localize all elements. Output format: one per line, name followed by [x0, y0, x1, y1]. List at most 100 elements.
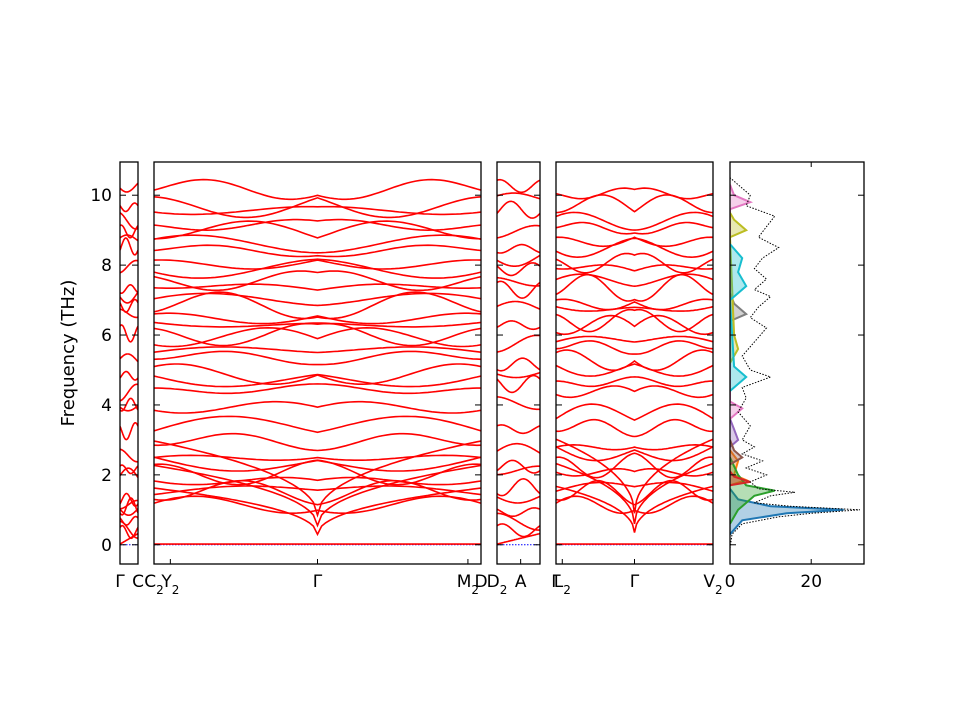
band-line [154, 454, 481, 461]
band-line [556, 305, 713, 312]
band-line [556, 462, 713, 524]
y-tick-label: 6 [101, 326, 112, 346]
band-line [556, 221, 713, 235]
band-line [154, 205, 481, 216]
band-line [556, 298, 713, 311]
band-line [556, 485, 713, 533]
panel-frame [496, 161, 541, 565]
band-line [120, 291, 138, 304]
band-line [556, 446, 713, 462]
band-line [154, 322, 481, 347]
band-line [154, 244, 481, 258]
band-line [154, 258, 481, 279]
panel-background [154, 162, 481, 564]
band-lines [120, 182, 138, 546]
band-line [556, 187, 713, 200]
band-line [556, 237, 713, 259]
band-line [497, 262, 540, 277]
x-tick-label: C [132, 572, 144, 592]
band-line [120, 353, 138, 363]
band-line [556, 418, 713, 438]
band-line [120, 383, 138, 402]
band-line [154, 440, 481, 518]
band-line [556, 481, 713, 492]
x-tick-label: A [515, 572, 527, 592]
band-line [556, 385, 713, 399]
band-line [497, 357, 540, 372]
band-line [154, 196, 481, 219]
band-line [556, 314, 713, 336]
band-line [120, 234, 138, 242]
band-line [120, 464, 138, 475]
band-line [497, 254, 540, 267]
x-tick-label: Γ [313, 572, 323, 592]
band-line [154, 476, 481, 486]
band-line [154, 283, 481, 291]
band-line [154, 220, 481, 240]
band-line [556, 273, 713, 288]
band-line [154, 234, 481, 254]
dos-x-tick-label: 0 [725, 572, 736, 592]
band-line [154, 456, 481, 472]
band-line [497, 224, 540, 239]
band-line [154, 178, 481, 201]
band-line [497, 442, 540, 454]
band-line [120, 448, 138, 463]
band-line [497, 532, 540, 545]
panel-background [120, 162, 138, 564]
band-line [154, 346, 481, 354]
band-line [120, 202, 138, 213]
band-line [497, 465, 540, 476]
band-line [120, 298, 138, 313]
x-tick-label: Γ [115, 572, 125, 592]
partial-dos-line [730, 439, 744, 466]
partial-dos-line [730, 212, 749, 364]
band-line [556, 479, 713, 506]
band-line [154, 383, 481, 395]
band-line [120, 508, 138, 516]
band-line [497, 300, 540, 310]
band-line [497, 374, 540, 394]
band-line [556, 264, 713, 272]
band-line [556, 443, 713, 451]
band-line [154, 321, 481, 328]
band-line [556, 376, 713, 388]
x-tick-label: Γ [551, 572, 561, 592]
band-line [154, 259, 481, 270]
dos-frame [729, 161, 865, 565]
band-line [154, 495, 481, 514]
band-line [154, 363, 481, 385]
band-line [154, 350, 481, 366]
band-line [497, 192, 540, 200]
x-tick-label: V2 [703, 572, 722, 597]
dos-panel: 0 20 [725, 161, 865, 592]
panel-frame [119, 161, 139, 565]
band-line [556, 308, 713, 333]
band-panel: ΓL2 Γ V2 [551, 161, 723, 597]
band-line [120, 497, 138, 516]
partial-dos-fill [730, 457, 775, 524]
band-lines [556, 187, 713, 546]
y-axis-label: Frequency (THz) [58, 280, 79, 427]
band-line [556, 340, 713, 355]
partial-dos-line [730, 243, 748, 392]
partial-dos-line [730, 488, 844, 535]
band-line [154, 292, 481, 307]
band-line [120, 182, 138, 193]
band-line [556, 211, 713, 231]
band-line [120, 212, 138, 230]
band-line [497, 200, 540, 219]
band-line [120, 397, 138, 412]
band-line [120, 467, 138, 478]
dos-x-tick-label: 20 [800, 572, 822, 592]
band-line [556, 273, 713, 302]
band-line [497, 276, 540, 287]
partial-dos-fill [730, 212, 747, 363]
band-line [154, 400, 481, 414]
band-line [154, 270, 481, 292]
band-line [120, 515, 138, 526]
band-line [497, 371, 540, 379]
